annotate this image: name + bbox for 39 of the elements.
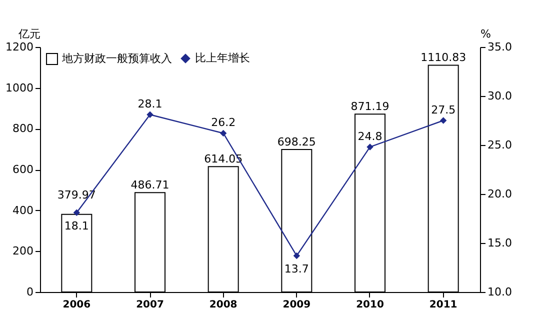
y-tick-label: 800 (12, 122, 34, 136)
data-label: 27.5 (431, 104, 456, 116)
y2-axis-title: % (480, 28, 491, 40)
x-tick-label: 2011 (429, 300, 458, 310)
y-tick-label: 600 (12, 163, 34, 176)
data-label: 13.7 (284, 262, 309, 276)
y-tick-label: 1200 (6, 40, 34, 54)
point (440, 117, 447, 124)
y2-tick-label: 20.0 (488, 188, 512, 200)
x-tick-label: 2008 (209, 300, 238, 310)
y2-tick-label: 10.0 (488, 286, 512, 298)
point (146, 111, 154, 118)
point (293, 252, 300, 260)
data-label: 698.25 (277, 135, 316, 148)
x-tick-label: 2007 (136, 300, 164, 310)
data-label: 18.1 (64, 220, 89, 233)
y-tick-label: 200 (12, 244, 34, 258)
point (366, 144, 374, 150)
legend-label: 比上年增长 (195, 52, 250, 64)
x-tick-label: 2009 (282, 300, 311, 310)
x-tick-label: 2006 (62, 300, 91, 310)
data-label: 871.19 (350, 100, 390, 114)
y-axis-title: 亿元 (18, 28, 40, 40)
data-label: 1110.83 (420, 51, 466, 64)
data-label: 24.8 (358, 130, 382, 143)
y2-tick-label: 35.0 (488, 40, 512, 54)
point (220, 130, 227, 137)
y-tick-label: 0 (26, 286, 34, 298)
y-tick-label: 1000 (6, 81, 34, 94)
data-label: 26.2 (211, 116, 236, 130)
y-tick-label: 400 (12, 204, 34, 217)
x-tick-label: 2010 (356, 300, 384, 310)
y2-tick-label: 30.0 (488, 90, 512, 102)
data-label: 28.1 (138, 98, 162, 111)
y2-tick-label: 25.0 (488, 138, 512, 152)
data-label: 486.71 (130, 178, 170, 192)
point (73, 209, 80, 216)
legend-label: 地方财政一般预算收入 (61, 52, 172, 65)
y2-tick-label: 15.0 (488, 236, 512, 250)
